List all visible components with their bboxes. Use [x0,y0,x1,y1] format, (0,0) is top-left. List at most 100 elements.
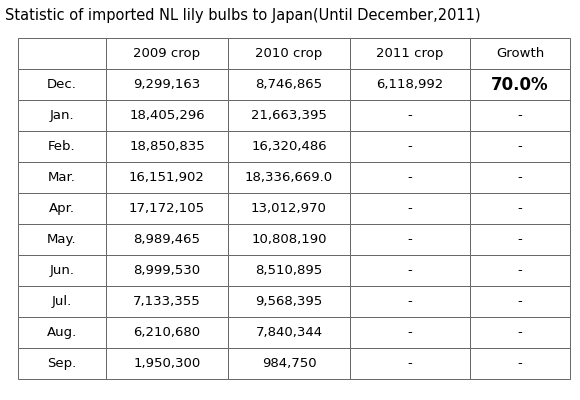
Bar [18,131,106,162]
Bar [228,38,350,69]
Bar [350,224,470,255]
Bar [470,162,570,193]
Bar [228,224,350,255]
Bar [470,286,570,317]
Text: 16,320,486: 16,320,486 [251,140,327,153]
Bar [228,100,350,131]
Text: 9,568,395: 9,568,395 [255,295,322,308]
Text: 17,172,105: 17,172,105 [129,202,205,215]
Bar [228,286,350,317]
Bar [18,255,106,286]
Text: -: - [408,140,412,153]
Bar [350,348,470,379]
Text: -: - [517,357,523,370]
Text: 7,133,355: 7,133,355 [133,295,201,308]
Text: -: - [517,295,523,308]
Bar [106,224,228,255]
Text: -: - [517,264,523,277]
Bar [18,162,106,193]
Text: -: - [408,295,412,308]
Bar [106,162,228,193]
Text: Apr.: Apr. [49,202,75,215]
Text: -: - [517,140,523,153]
Text: Jul.: Jul. [52,295,72,308]
Text: Jun.: Jun. [49,264,74,277]
Bar [106,193,228,224]
Text: -: - [517,109,523,122]
Bar [470,317,570,348]
Text: 13,012,970: 13,012,970 [251,202,327,215]
Bar [18,193,106,224]
Bar [228,193,350,224]
Bar [18,38,106,69]
Text: -: - [408,357,412,370]
Text: -: - [517,171,523,184]
Bar [106,255,228,286]
Bar [228,317,350,348]
Text: Growth: Growth [496,47,544,60]
Text: -: - [408,109,412,122]
Bar [106,69,228,100]
Text: 10,808,190: 10,808,190 [251,233,327,246]
Bar [106,348,228,379]
Bar [228,348,350,379]
Text: -: - [517,202,523,215]
Bar [350,131,470,162]
Text: Statistic of imported NL lily bulbs to Japan(Until December,2011): Statistic of imported NL lily bulbs to J… [5,8,481,23]
Bar [350,286,470,317]
Text: -: - [408,326,412,339]
Bar [470,69,570,100]
Text: 8,989,465: 8,989,465 [133,233,201,246]
Text: 6,118,992: 6,118,992 [376,78,444,91]
Text: 8,746,865: 8,746,865 [255,78,322,91]
Text: 18,336,669.0: 18,336,669.0 [245,171,333,184]
Text: Mar.: Mar. [48,171,76,184]
Text: Jan.: Jan. [50,109,74,122]
Text: 8,999,530: 8,999,530 [133,264,201,277]
Text: Dec.: Dec. [47,78,77,91]
Text: 2011 crop: 2011 crop [376,47,444,60]
Bar [106,317,228,348]
Text: 8,510,895: 8,510,895 [255,264,322,277]
Bar [18,69,106,100]
Bar [350,162,470,193]
Text: -: - [517,233,523,246]
Bar [470,38,570,69]
Bar [350,193,470,224]
Bar [470,131,570,162]
Text: -: - [408,264,412,277]
Bar [106,131,228,162]
Bar [106,38,228,69]
Text: -: - [408,171,412,184]
Bar [350,38,470,69]
Bar [470,193,570,224]
Text: 2010 crop: 2010 crop [255,47,322,60]
Text: -: - [408,202,412,215]
Text: 16,151,902: 16,151,902 [129,171,205,184]
Bar [350,100,470,131]
Text: 984,750: 984,750 [262,357,316,370]
Bar [18,286,106,317]
Bar [228,131,350,162]
Bar [470,255,570,286]
Bar [228,255,350,286]
Text: May.: May. [47,233,77,246]
Bar [18,224,106,255]
Text: 9,299,163: 9,299,163 [133,78,201,91]
Bar [470,348,570,379]
Text: -: - [517,326,523,339]
Bar [106,100,228,131]
Bar [18,348,106,379]
Text: 70.0%: 70.0% [491,76,549,94]
Bar [18,317,106,348]
Bar [350,255,470,286]
Text: -: - [408,233,412,246]
Bar [228,69,350,100]
Text: 21,663,395: 21,663,395 [251,109,327,122]
Text: 18,850,835: 18,850,835 [129,140,205,153]
Bar [106,286,228,317]
Text: 2009 crop: 2009 crop [133,47,201,60]
Text: 6,210,680: 6,210,680 [133,326,201,339]
Text: 7,840,344: 7,840,344 [255,326,322,339]
Bar [470,224,570,255]
